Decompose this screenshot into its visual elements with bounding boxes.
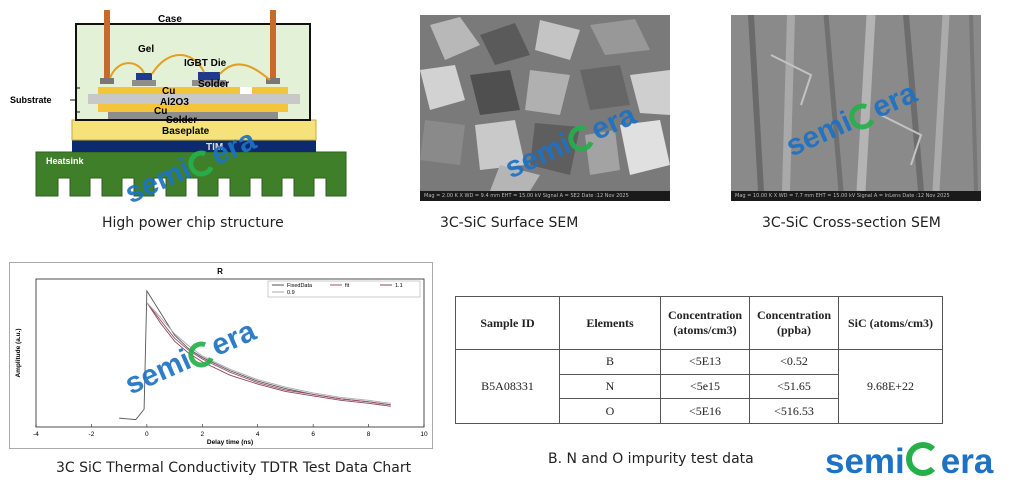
chip-structure-panel: Case Gel IGBT Die Cu Solder Substrate Al… <box>8 8 348 210</box>
cell-sic: 9.68E+22 <box>838 349 943 424</box>
cross-section-sem-texture <box>731 15 981 192</box>
legend-label: FixedData <box>287 283 313 289</box>
pin-right-base <box>266 78 280 84</box>
cell-element: N <box>559 373 661 400</box>
label-case: Case <box>158 14 182 25</box>
logo-ring-icon <box>905 442 940 476</box>
cu-top-gap <box>240 87 252 94</box>
cross-section-sem-caption: 3C-SiC Cross-section SEM <box>762 215 941 231</box>
label-solder-top: Solder <box>198 79 229 90</box>
impurity-table: Sample ID Elements Concentration (atoms/… <box>455 296 943 424</box>
label-substrate: Substrate <box>10 95 52 105</box>
cell-ppba: <516.53 <box>749 398 839 424</box>
label-igbt-die: IGBT Die <box>184 58 227 69</box>
x-tick-label: 4 <box>256 431 260 438</box>
label-gel: Gel <box>138 44 154 55</box>
x-tick-label: 2 <box>200 431 204 438</box>
cell-ppba: <0.52 <box>749 349 839 375</box>
x-tick-label: 6 <box>311 431 315 438</box>
surface-sem-info-bar: Mag = 2.00 K X WD = 9.4 mm EHT = 15.00 k… <box>420 191 670 201</box>
table-header-row: Sample ID Elements Concentration (atoms/… <box>455 296 943 350</box>
pin-left-base <box>100 78 114 84</box>
legend-label: 1.1 <box>395 283 403 289</box>
header-sic: SiC (atoms/cm3) <box>838 296 943 350</box>
surface-sem-texture <box>420 15 670 191</box>
table-row: N <5e15 <51.65 <box>456 373 943 400</box>
bond-wire-left <box>109 62 145 79</box>
header-sample-id: Sample ID <box>455 296 560 350</box>
tim-layer <box>72 140 316 152</box>
label-solder-bottom: Solder <box>166 115 197 126</box>
table-row: B5A08331 B <5E13 <0.52 9.68E+22 <box>455 349 943 424</box>
cu-bottom-layer <box>98 104 288 112</box>
cell-element: B <box>559 349 661 375</box>
surface-sem-image: Mag = 2.00 K X WD = 9.4 mm EHT = 15.00 k… <box>420 15 670 201</box>
impurity-caption: B. N and O impurity test data <box>548 451 754 467</box>
al2o3-layer <box>88 94 300 104</box>
tdtr-chart-panel: R Amplitude (a.u.) Delay time (ns) -4 -2 0… <box>9 262 433 449</box>
x-tick-label: 0 <box>145 431 149 438</box>
label-cu-top: Cu <box>162 86 175 97</box>
heatsink-shape <box>35 151 347 197</box>
label-tim: TIM <box>206 142 223 153</box>
cell-ppba: <51.65 <box>749 373 839 400</box>
legend-label: 0.9 <box>287 290 295 296</box>
cross-section-sem-image: Mag = 10.00 K X WD = 7.7 mm EHT = 15.00 … <box>731 15 981 201</box>
series-line-1-1 <box>146 302 391 407</box>
label-baseplate: Baseplate <box>162 126 210 137</box>
legend-label: fit <box>345 283 350 289</box>
die-left-solder <box>132 80 156 86</box>
bond-wire-mid <box>151 54 205 75</box>
header-elements: Elements <box>559 296 661 350</box>
header-concentration-atoms: Concentration (atoms/cm3) <box>660 296 750 350</box>
bond-wire-right <box>219 63 271 81</box>
x-tick-label: 10 <box>420 431 428 438</box>
series-line-fit <box>146 302 391 406</box>
die-left <box>136 73 152 80</box>
tdtr-caption: 3C SiC Thermal Conductivity TDTR Test Da… <box>56 460 412 476</box>
cross-section-sem-info-bar: Mag = 10.00 K X WD = 7.7 mm EHT = 15.00 … <box>731 191 981 201</box>
cell-atoms: <5E16 <box>660 398 750 424</box>
solder-bottom-layer <box>108 112 278 119</box>
igbt-die-solder <box>192 80 226 86</box>
tdtr-chart: R Amplitude (a.u.) Delay time (ns) -4 -2 0… <box>15 267 428 446</box>
header-concentration-ppba: Concentration (ppba) <box>749 296 839 350</box>
semicera-logo: semi era <box>825 442 994 481</box>
igbt-die <box>198 72 220 80</box>
cell-sample-id: B5A08331 <box>455 349 560 424</box>
x-tick-label: -2 <box>89 431 95 438</box>
chip-structure-diagram: Case Gel IGBT Die Cu Solder Substrate Al… <box>10 10 347 197</box>
cu-top-layer <box>98 87 288 94</box>
series-line-0-9 <box>146 302 391 404</box>
cell-atoms: <5E13 <box>660 349 750 375</box>
pin-right <box>270 10 276 78</box>
x-axis-label: Delay time (ns) <box>207 439 253 446</box>
y-axis-label: Amplitude (a.u.) <box>15 328 22 377</box>
label-cu-bottom: Cu <box>154 106 167 117</box>
x-tick-label: 8 <box>367 431 371 438</box>
label-al2o3: Al2O3 <box>160 97 189 108</box>
x-tick-label: -4 <box>33 431 39 438</box>
substrate-bracket <box>70 87 80 113</box>
label-heatsink: Heatsink <box>46 156 85 166</box>
cell-atoms: <5e15 <box>660 373 750 400</box>
cell-element: O <box>559 398 661 424</box>
pin-left <box>104 10 110 78</box>
table-row: O <5E16 <516.53 <box>456 398 943 424</box>
surface-sem-caption: 3C-SiC Surface SEM <box>440 215 579 231</box>
chart-title: R <box>217 267 223 276</box>
chip-structure-caption: High power chip structure <box>102 215 284 231</box>
